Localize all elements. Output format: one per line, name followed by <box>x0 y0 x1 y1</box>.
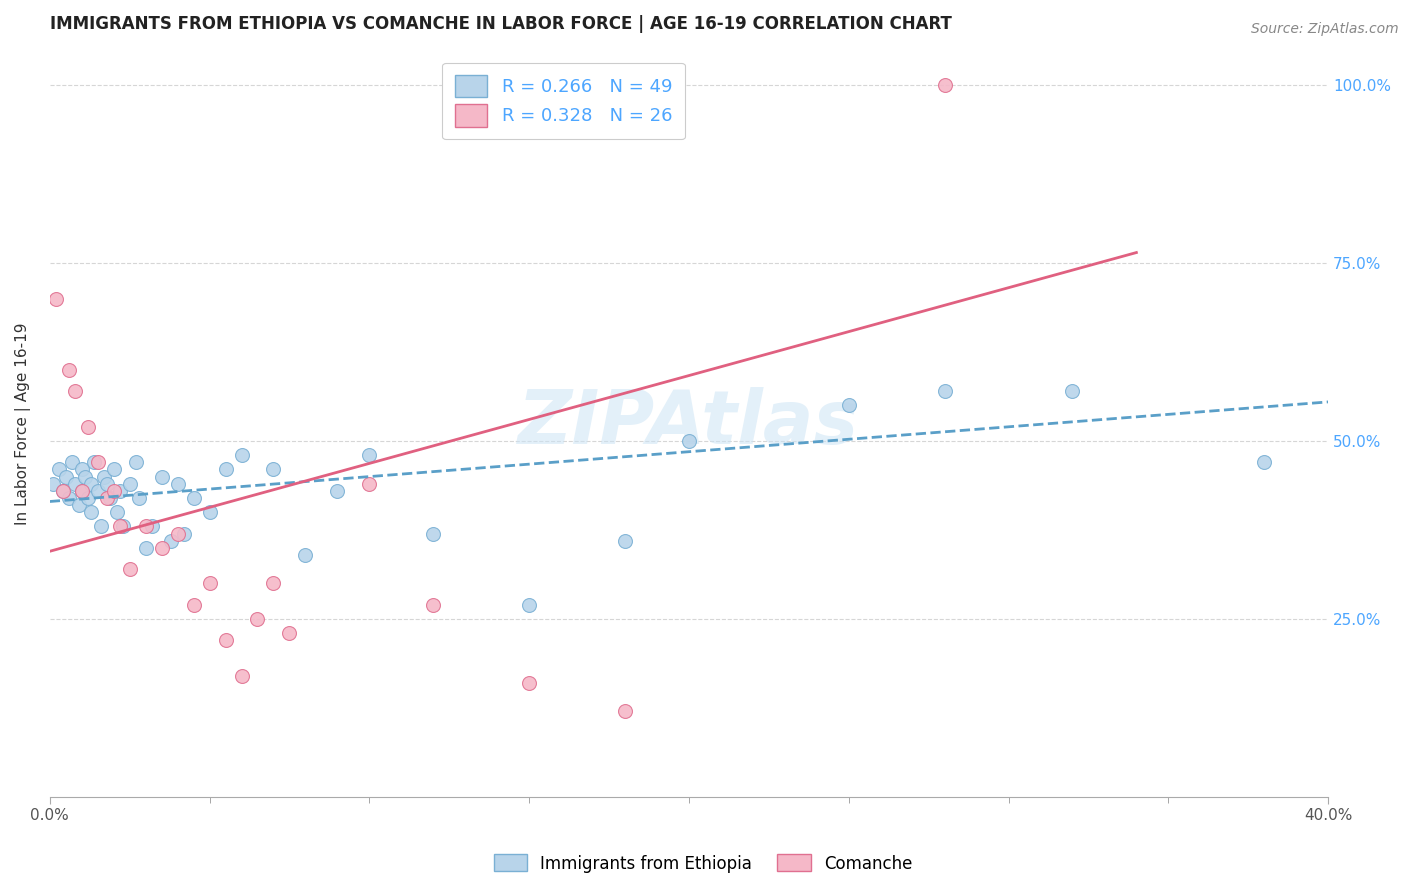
Text: IMMIGRANTS FROM ETHIOPIA VS COMANCHE IN LABOR FORCE | AGE 16-19 CORRELATION CHAR: IMMIGRANTS FROM ETHIOPIA VS COMANCHE IN … <box>49 15 952 33</box>
Point <box>214 633 236 648</box>
Point <box>86 483 108 498</box>
Point <box>108 519 131 533</box>
Point <box>51 483 73 498</box>
Point <box>278 626 301 640</box>
Point <box>135 519 157 533</box>
Point <box>70 462 93 476</box>
Point <box>80 476 103 491</box>
Point <box>80 505 103 519</box>
Point <box>198 576 221 591</box>
Point <box>173 526 195 541</box>
Point <box>166 526 188 541</box>
Point <box>198 505 221 519</box>
Point <box>422 526 444 541</box>
Point <box>45 292 67 306</box>
Point <box>128 491 150 505</box>
Point <box>70 483 93 498</box>
Point <box>103 483 125 498</box>
Point <box>263 462 285 476</box>
Point <box>135 541 157 555</box>
Point <box>118 562 141 576</box>
Point <box>294 548 316 562</box>
Point <box>118 476 141 491</box>
Point <box>58 491 80 505</box>
Point <box>1253 455 1275 469</box>
Text: ZIPAtlas: ZIPAtlas <box>519 387 859 459</box>
Point <box>58 363 80 377</box>
Point <box>55 469 77 483</box>
Point <box>51 483 73 498</box>
Point <box>183 598 205 612</box>
Point <box>183 491 205 505</box>
Point <box>83 455 105 469</box>
Point <box>60 455 83 469</box>
Point <box>103 462 125 476</box>
Point <box>77 419 100 434</box>
Point <box>214 462 236 476</box>
Point <box>678 434 700 448</box>
Point <box>614 533 637 548</box>
Point <box>96 491 118 505</box>
Point <box>422 598 444 612</box>
Y-axis label: In Labor Force | Age 16-19: In Labor Force | Age 16-19 <box>15 322 31 524</box>
Text: Source: ZipAtlas.com: Source: ZipAtlas.com <box>1251 22 1399 37</box>
Point <box>70 483 93 498</box>
Point <box>42 476 65 491</box>
Point <box>65 476 87 491</box>
Point <box>517 676 540 690</box>
Point <box>517 598 540 612</box>
Point <box>125 455 148 469</box>
Point <box>263 576 285 591</box>
Point <box>231 448 253 462</box>
Point <box>48 462 70 476</box>
Point <box>108 483 131 498</box>
Point <box>838 399 860 413</box>
Legend: Immigrants from Ethiopia, Comanche: Immigrants from Ethiopia, Comanche <box>486 847 920 880</box>
Point <box>77 491 100 505</box>
Point <box>231 669 253 683</box>
Point <box>166 476 188 491</box>
Point <box>105 505 128 519</box>
Point <box>86 455 108 469</box>
Point <box>112 519 135 533</box>
Point <box>326 483 349 498</box>
Point <box>65 384 87 399</box>
Point <box>100 491 122 505</box>
Point <box>934 384 956 399</box>
Point <box>67 498 90 512</box>
Legend: R = 0.266   N = 49, R = 0.328   N = 26: R = 0.266 N = 49, R = 0.328 N = 26 <box>443 62 685 139</box>
Point <box>90 519 112 533</box>
Point <box>614 704 637 718</box>
Point <box>359 476 381 491</box>
Point <box>246 612 269 626</box>
Point <box>359 448 381 462</box>
Point <box>150 469 173 483</box>
Point <box>73 469 96 483</box>
Point <box>141 519 163 533</box>
Point <box>96 476 118 491</box>
Point <box>93 469 115 483</box>
Point <box>1062 384 1084 399</box>
Point <box>160 533 183 548</box>
Point <box>934 78 956 93</box>
Point <box>150 541 173 555</box>
